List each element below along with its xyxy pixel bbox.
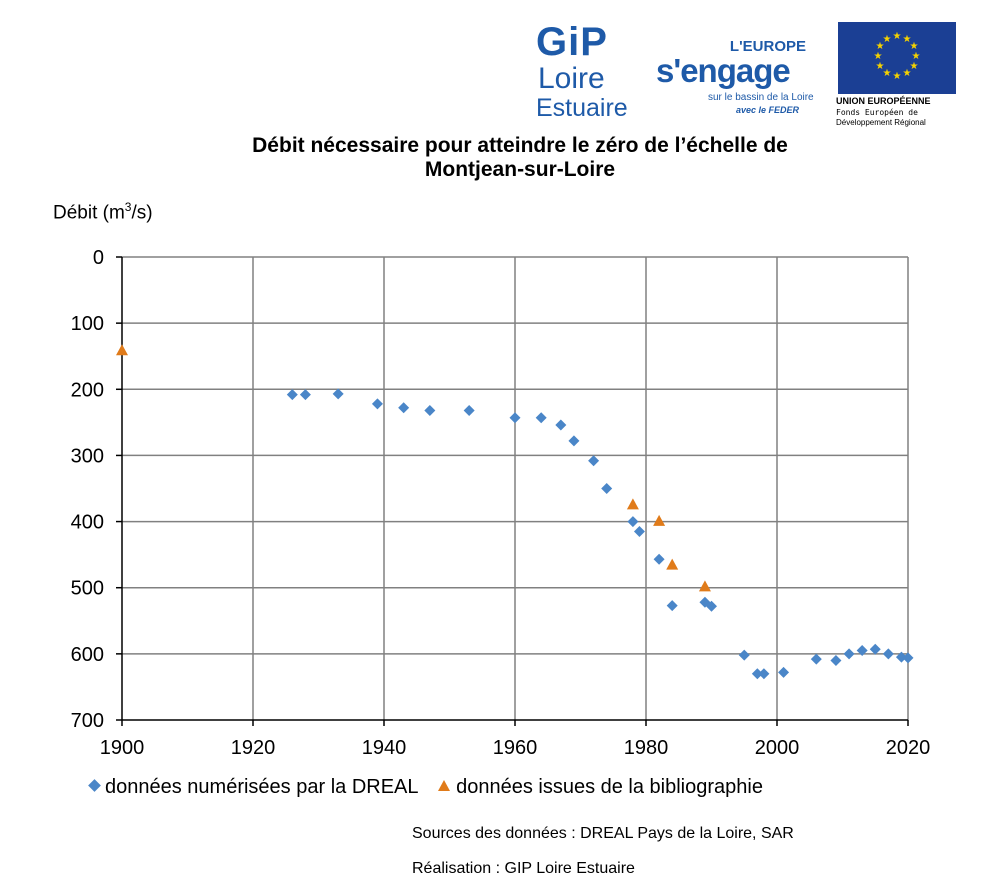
legend-item-dreal: données numérisées par la DREAL [88,776,419,799]
svg-text:★: ★ [883,68,892,79]
data-point-dreal [601,483,613,494]
data-point-dreal [299,389,311,401]
data-point-dreal [758,668,770,680]
data-point-dreal [653,553,665,565]
data-point-dreal [869,643,881,655]
y-tick-label: 600 [71,644,104,666]
chart-title: Débit nécessaire pour atteindre le zéro … [120,134,920,182]
data-point-dreal [738,649,750,661]
data-point-dreal [286,389,298,401]
y-tick-label: 0 [93,247,104,269]
data-point-dreal [588,455,600,467]
europe-logo-line1: L'EUROPE [729,38,806,55]
data-point-dreal [751,668,763,680]
chart-title-line2: Montjean-sur-Loire [424,158,616,181]
svg-text:★: ★ [874,51,883,62]
data-point-dreal [830,654,842,666]
gip-logo-loire: Loire [538,62,605,95]
svg-text:★: ★ [883,34,892,45]
data-point-dreal [509,412,521,424]
eu-flag-logo: ★ ★ ★ ★ ★ ★ ★ ★ ★ ★ ★ ★ UNION EUROPÉENNE Fonds E… [836,22,958,134]
data-point-dreal [706,600,717,612]
svg-text:★: ★ [893,71,902,82]
europe-logo-line4: avec le FEDER [736,105,800,115]
svg-text:★: ★ [893,31,902,42]
data-point-dreal [856,645,868,657]
svg-text:★: ★ [903,34,912,45]
y-axis-label-suffix: /s) [131,202,153,224]
gip-loire-estuaire-logo: GiP Loire Estuaire [536,22,628,122]
y-tick-label: 700 [71,710,104,732]
data-point-dreal [555,419,567,431]
sources-note: Sources des données : DREAL Pays de la L… [412,825,794,842]
x-tick-label: 1960 [493,737,538,759]
svg-text:★: ★ [910,61,919,72]
legend-label-dreal: données numérisées par la DREAL [105,776,419,798]
legend-label-bibliographie: données issues de la bibliographie [456,776,763,798]
data-point-dreal [568,435,580,447]
eu-logo-line1: UNION EUROPÉENNE [836,96,931,106]
svg-text:★: ★ [912,51,921,62]
legend-item-bibliographie: données issues de la bibliographie [438,776,763,799]
data-point-dreal [398,402,410,414]
chart-legend: données numérisées par la DREAL données … [88,776,777,799]
data-point-dreal [666,600,678,612]
data-point-bibliographie [626,498,639,510]
y-tick-label: 100 [71,313,104,335]
europe-logo-line3: sur le bassin de la Loire [708,92,814,103]
x-tick-label: 1980 [624,737,669,759]
y-tick-label: 500 [71,578,104,600]
y-tick-label: 200 [71,379,104,401]
data-point-dreal [902,652,914,664]
diamond-marker-icon [88,779,101,792]
y-tick-label: 400 [71,512,104,534]
svg-text:★: ★ [910,41,919,52]
data-point-dreal [463,404,475,416]
data-point-dreal [895,651,907,663]
data-point-dreal [627,516,639,528]
eu-logo-line2: Fonds Européen de [836,108,918,117]
data-point-dreal [424,404,436,416]
eu-logo-line3: Développement Régional [836,118,926,127]
europe-logo-line2: s'engage [656,52,791,89]
data-point-bibliographie [666,558,679,570]
data-point-dreal [882,648,894,660]
eu-stars-icon: ★ ★★ ★★★ ★★★ ★★★ [874,31,921,82]
y-axis-label-prefix: Débit (m [53,202,125,224]
eu-flag: ★ ★ ★ ★ ★ ★ ★ ★ ★ ★ ★ ★ [838,22,956,94]
svg-text:★: ★ [876,41,885,52]
gip-logo-text: GiP [536,20,608,64]
x-tick-label: 2000 [755,737,800,759]
data-point-dreal [843,648,855,660]
europe-sengage-logo: L'EUROPE s'engage sur le bassin de la Lo… [650,38,820,118]
y-axis-label: Débit (m3/s) [53,200,153,224]
data-point-dreal [778,666,790,678]
data-point-dreal [535,412,547,424]
x-tick-label: 2020 [886,737,931,759]
data-point-bibliographie [698,580,711,592]
data-point-dreal [633,525,645,537]
svg-text:★: ★ [876,61,885,72]
svg-text:★: ★ [903,68,912,79]
y-axis-label-sup: 3 [124,200,132,214]
data-point-dreal [371,398,383,410]
data-point-dreal [332,388,344,400]
data-point-bibliographie [653,514,666,526]
x-tick-label: 1900 [100,737,145,759]
data-point-bibliographie [116,344,128,356]
y-tick-label: 300 [71,445,104,467]
x-tick-label: 1940 [362,737,407,759]
x-tick-label: 1920 [231,737,276,759]
data-point-dreal [810,653,822,665]
gip-logo-estuaire: Estuaire [536,94,628,122]
triangle-marker-icon [438,780,451,791]
chart-title-line1: Débit nécessaire pour atteindre le zéro … [252,134,788,157]
realisation-note: Réalisation : GIP Loire Estuaire [412,860,635,877]
